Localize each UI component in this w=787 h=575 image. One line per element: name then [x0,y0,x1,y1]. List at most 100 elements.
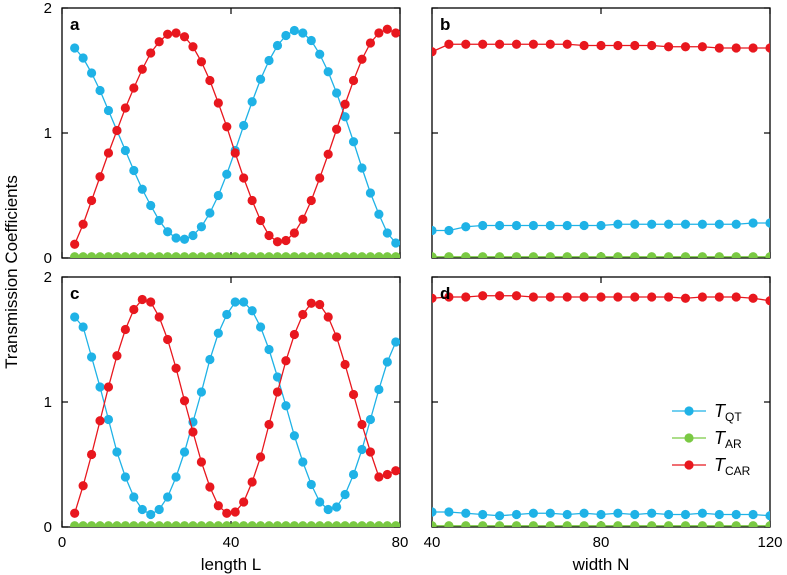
data-point-QT [478,220,488,231]
data-point-AR [272,252,283,258]
data-point-QT [239,120,249,131]
data-point-CAR [332,332,342,342]
data-point-AR [528,521,538,527]
data-point-AR [70,521,80,527]
data-point-QT [213,328,223,338]
data-point-QT [120,472,130,482]
data-point-CAR [391,28,400,38]
data-point-AR [382,521,392,527]
data-point-AR [255,521,266,527]
legend-marker-QT [684,406,694,416]
data-point-CAR [230,507,240,517]
data-point-QT [298,457,308,467]
legend-label-AR: TAR [714,428,742,451]
data-point-CAR [340,99,350,109]
data-point-QT [545,508,555,518]
data-point-QT [511,220,522,231]
data-point-QT [289,25,299,36]
data-point-CAR [95,172,105,182]
data-point-QT [306,479,316,490]
data-point-CAR [315,173,325,183]
data-point-QT [70,43,80,53]
data-point-QT [391,337,400,347]
x-tick-label: 120 [757,534,782,551]
data-point-CAR [306,195,316,206]
data-point-CAR [222,508,232,518]
data-point-AR [306,521,316,527]
data-point-QT [432,225,437,236]
data-point-QT [146,509,156,520]
data-point-AR [146,521,156,527]
data-point-QT [748,509,758,520]
data-point-QT [714,509,724,520]
panel-frame [61,7,401,259]
data-point-CAR [579,292,589,302]
data-point-QT [444,507,454,517]
data-point-CAR [213,98,223,108]
data-point-CAR [613,40,623,51]
data-point-AR [596,521,606,527]
data-point-CAR [264,230,274,241]
data-point-AR [579,521,589,527]
data-point-QT [95,382,105,392]
data-point-CAR [332,124,342,134]
y-tick-label: 0 [44,250,52,267]
data-point-CAR [714,292,724,302]
data-point-QT [357,163,367,173]
data-point-QT [680,509,691,520]
data-point-QT [680,219,691,229]
data-point-AR [613,252,623,258]
data-point-AR [222,521,232,527]
data-point-QT [255,74,266,84]
data-point-CAR [289,228,299,238]
data-point-AR [239,252,249,258]
data-point-CAR [179,396,190,406]
data-point-QT [495,220,505,231]
data-point-QT [205,354,215,365]
data-point-QT [562,509,572,520]
data-point-QT [306,35,316,46]
data-point-QT [495,511,505,521]
data-point-CAR [264,419,274,430]
data-point-AR [154,252,164,258]
data-point-CAR [86,195,97,206]
data-point-AR [432,252,437,258]
data-point-AR [264,521,274,527]
x-tick-label: 80 [593,534,610,551]
data-point-AR [444,521,454,527]
data-point-CAR [348,389,359,400]
data-point-AR [289,521,299,527]
data-point-QT [348,137,359,147]
data-point-CAR [748,43,758,53]
data-point-QT [357,444,367,455]
data-point-QT [298,28,308,38]
data-point-AR [748,521,758,527]
data-point-QT [748,218,758,228]
data-point-QT [432,507,437,517]
data-point-QT [222,309,232,320]
data-point-CAR [511,39,522,49]
data-point-CAR [70,239,80,249]
data-point-QT [391,238,400,248]
data-point-QT [340,489,350,500]
data-point-CAR [630,292,640,302]
data-point-AR [213,521,223,527]
data-point-CAR [289,329,299,340]
series-CAR [70,294,400,518]
data-point-AR [239,521,249,527]
data-point-QT [95,85,105,96]
data-point-QT [196,387,207,397]
data-point-QT [86,68,97,78]
data-point-CAR [731,292,741,302]
series-CAR [70,24,400,249]
data-point-AR [78,521,88,527]
data-point-AR [444,252,454,258]
data-point-QT [163,227,173,237]
data-point-QT [596,509,606,520]
data-point-CAR [664,292,674,302]
data-point-AR [171,252,181,258]
data-point-QT [731,509,741,520]
data-point-AR [340,252,350,258]
data-point-CAR [680,293,691,303]
data-point-QT [163,492,173,502]
